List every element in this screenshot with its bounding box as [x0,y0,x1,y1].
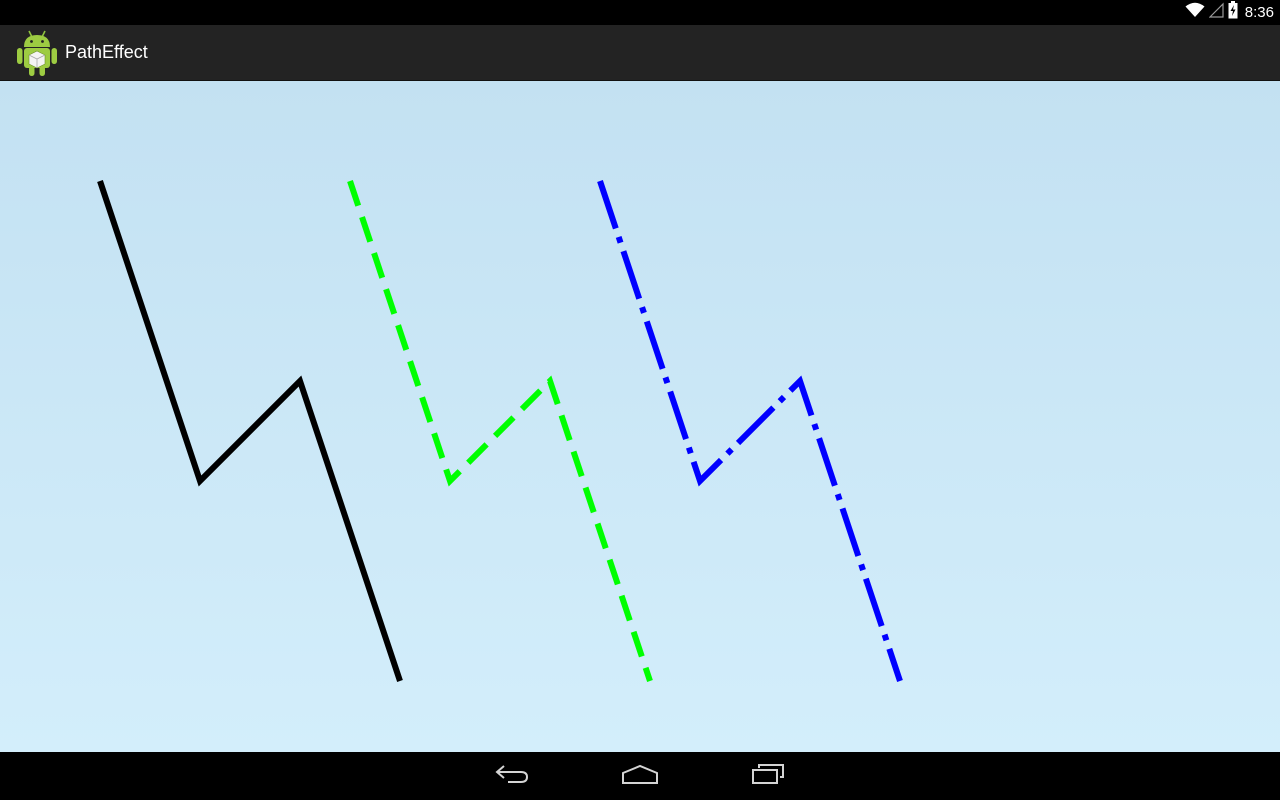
home-icon [620,763,660,790]
action-bar: PathEffect [0,25,1280,81]
content-area [0,81,1280,752]
status-bar: 8:36 [0,0,1280,25]
home-button[interactable] [610,761,670,791]
recent-apps-icon [750,763,786,790]
back-icon [494,763,530,790]
wifi-icon [1185,2,1205,23]
status-icons: 8:36 [1185,0,1274,25]
solid-path [97,180,403,682]
navigation-bar [0,752,1280,800]
app-title: PathEffect [65,42,148,62]
android-robot-icon[interactable] [15,28,59,78]
back-button[interactable] [482,761,542,791]
cell-signal-icon [1208,2,1224,23]
dashed-path [347,180,653,682]
status-time: 8:36 [1244,4,1274,21]
dash-dot-path [597,180,903,682]
battery-charging-icon [1228,1,1238,24]
recent-apps-button[interactable] [738,761,798,791]
path-canvas [97,180,903,682]
